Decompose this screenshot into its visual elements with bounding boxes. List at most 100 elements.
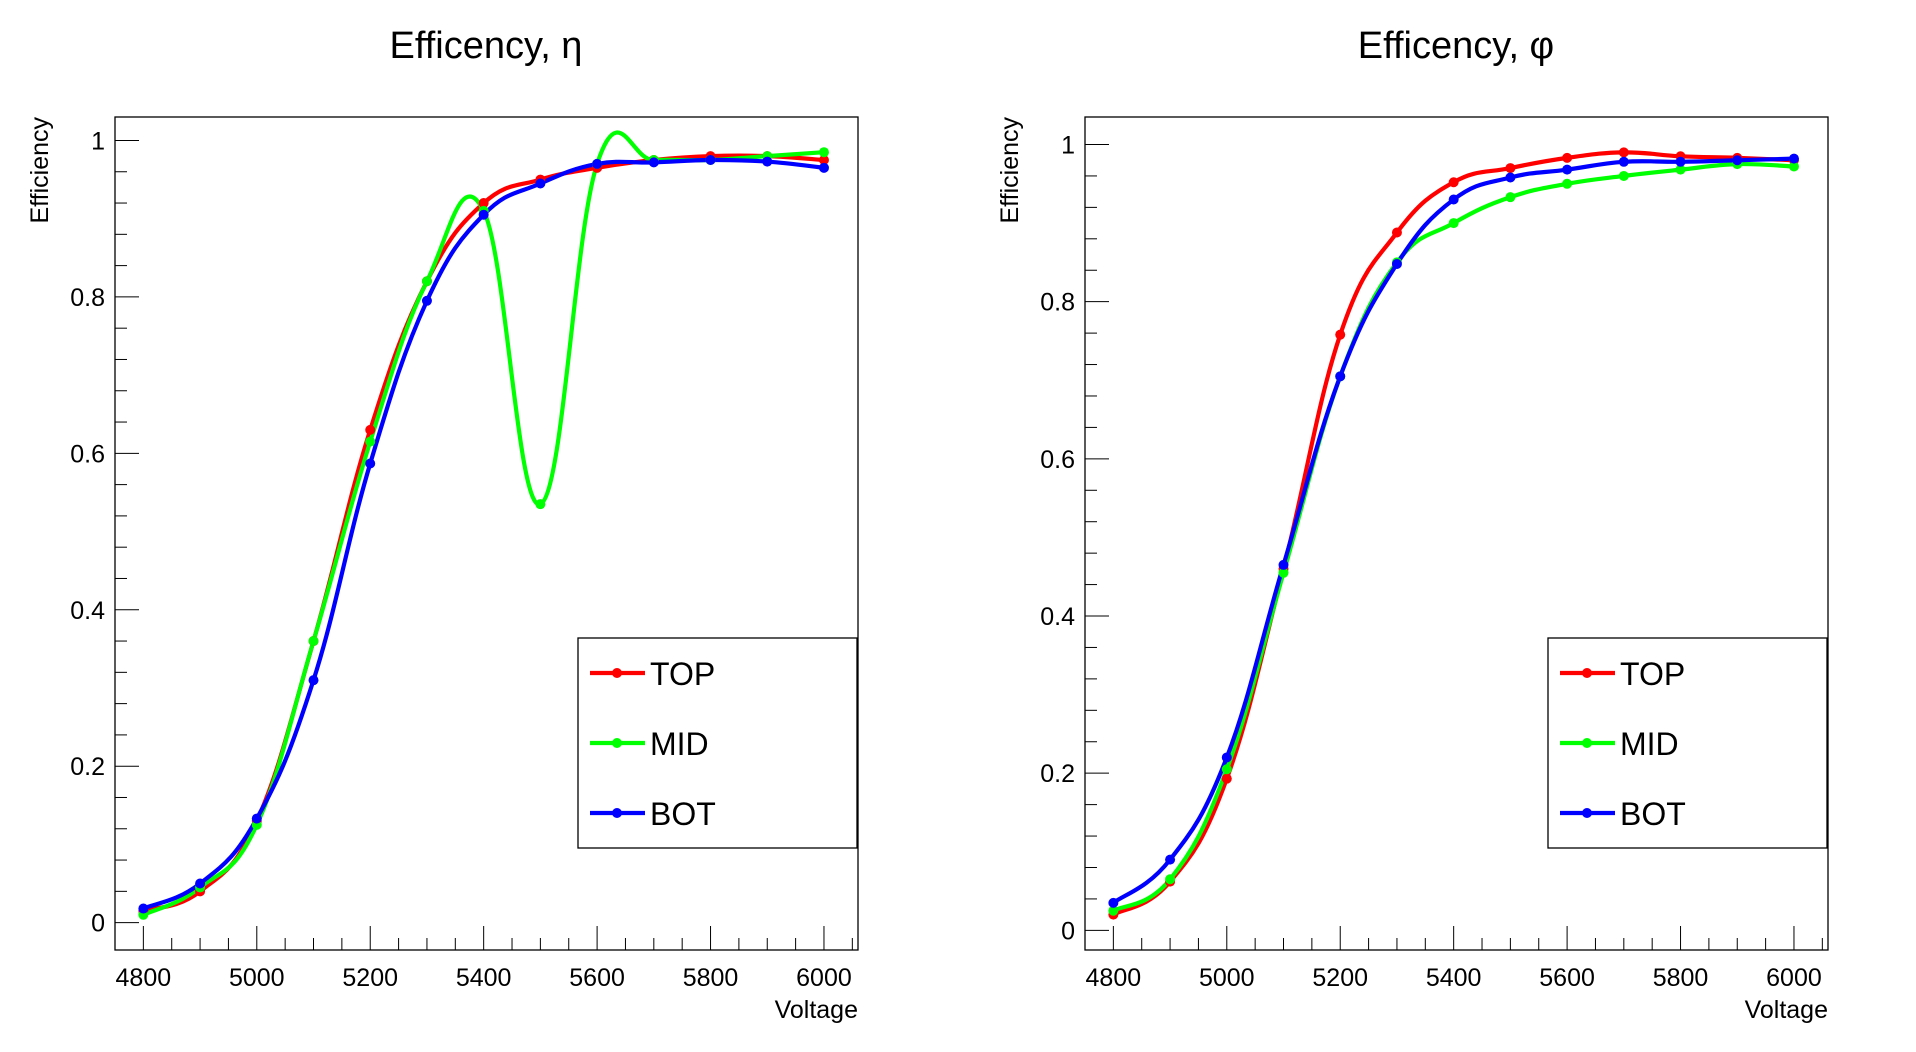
data-point-bot: [762, 156, 773, 167]
data-point-mid: [1505, 192, 1516, 203]
legend-label-mid: MID: [650, 726, 709, 762]
legend-label-bot: BOT: [1620, 796, 1686, 832]
y-axis-title: Efficiency: [26, 117, 54, 224]
y-tick-label: 1: [1061, 132, 1075, 160]
data-point-bot: [1732, 155, 1743, 166]
data-point-top: [365, 424, 376, 435]
legend-marker-bot: [1582, 808, 1592, 818]
data-point-top: [1562, 152, 1573, 163]
chart-phi: Efficency, φ 4800 5000 5200 5400 5600 5800 6000…: [996, 25, 1829, 1024]
y-tick-label: 0.2: [1040, 760, 1075, 788]
data-point-bot: [308, 675, 319, 686]
y-tick-label: 0.4: [1040, 603, 1075, 631]
y-axis-title: Efficiency: [996, 117, 1024, 224]
chart-eta: Efficency, η 4800 5000 5200 5400 5600 5800 6000…: [26, 25, 859, 1024]
data-point-bot: [1788, 153, 1799, 164]
x-tick-label: 5000: [1199, 964, 1255, 992]
y-tick-label: 0.6: [1040, 446, 1075, 474]
data-point-bot: [1278, 559, 1289, 570]
x-tick-label: 4800: [1086, 964, 1142, 992]
data-point-bot: [1335, 371, 1346, 382]
x-tick-label: 5400: [1426, 964, 1482, 992]
data-point-bot: [138, 903, 149, 914]
data-point-mid: [1108, 905, 1119, 916]
plot-frame: [114, 116, 859, 951]
data-point-mid: [1788, 161, 1799, 172]
legend-marker-bot: [612, 808, 622, 818]
data-point-bot: [1165, 854, 1176, 865]
legend-label-bot: BOT: [650, 796, 716, 832]
plot-frame: [1084, 116, 1829, 951]
legend-label-mid: MID: [1620, 726, 1679, 762]
legend-marker-top: [612, 668, 622, 678]
data-point-top: [1618, 147, 1629, 158]
x-tick-label: 6000: [1766, 964, 1822, 992]
data-point-bot: [1391, 258, 1402, 269]
x-tick-label: 5000: [229, 964, 285, 992]
legend-marker-mid: [612, 738, 622, 748]
data-point-bot: [818, 162, 829, 173]
data-point-bot: [705, 155, 716, 166]
data-point-top: [1335, 329, 1346, 340]
data-point-bot: [592, 158, 603, 169]
legend-marker-mid: [1582, 738, 1592, 748]
data-point-mid: [1278, 567, 1289, 578]
y-tick-label: 0: [1061, 917, 1075, 945]
x-tick-label: 6000: [796, 964, 852, 992]
y-tick-label: 0.4: [70, 597, 105, 625]
data-point-mid: [535, 499, 546, 510]
data-point-bot: [1675, 156, 1686, 167]
x-tick-label: 5400: [456, 964, 512, 992]
data-point-mid: [1448, 218, 1459, 229]
data-point-bot: [195, 878, 206, 889]
x-axis-title: Voltage: [1745, 996, 1828, 1024]
legend-label-top: TOP: [650, 656, 715, 692]
chart-title: Efficency, φ: [1358, 25, 1554, 67]
chart-title: Efficency, η: [390, 25, 583, 67]
data-point-mid: [1562, 178, 1573, 189]
x-tick-label: 5200: [342, 964, 398, 992]
data-point-bot: [1562, 164, 1573, 175]
y-tick-label: 1: [91, 127, 105, 155]
data-point-bot: [648, 157, 659, 168]
x-tick-label: 5800: [1653, 964, 1709, 992]
y-tick-label: 0.8: [70, 284, 105, 312]
data-point-mid: [1221, 764, 1232, 775]
data-point-mid: [365, 436, 376, 447]
legend-label-top: TOP: [1620, 656, 1685, 692]
x-tick-label: 5600: [569, 964, 625, 992]
y-tick-label: 0.6: [70, 440, 105, 468]
data-point-mid: [421, 276, 432, 287]
data-point-top: [1391, 227, 1402, 238]
data-point-bot: [478, 209, 489, 220]
data-point-mid: [308, 636, 319, 647]
data-point-bot: [535, 178, 546, 189]
x-axis-title: Voltage: [775, 996, 858, 1024]
data-point-bot: [1505, 172, 1516, 183]
data-point-mid: [1618, 170, 1629, 181]
data-point-bot: [421, 295, 432, 306]
x-tick-label: 4800: [116, 964, 172, 992]
data-point-bot: [251, 813, 262, 824]
data-point-top: [478, 198, 489, 209]
y-tick-label: 0.8: [1040, 289, 1075, 317]
y-tick-label: 0.2: [70, 753, 105, 781]
y-tick-label: 0: [91, 910, 105, 938]
data-point-top: [818, 155, 829, 166]
data-point-bot: [1108, 897, 1119, 908]
data-point-bot: [365, 458, 376, 469]
data-point-top: [1505, 163, 1516, 174]
data-point-bot: [1448, 194, 1459, 205]
data-point-top: [1448, 177, 1459, 188]
data-point-top: [1221, 773, 1232, 784]
data-point-mid: [1675, 164, 1686, 175]
data-point-mid: [1165, 874, 1176, 885]
x-tick-label: 5600: [1539, 964, 1595, 992]
legend-marker-top: [1582, 668, 1592, 678]
data-point-bot: [1221, 752, 1232, 763]
x-tick-label: 5200: [1312, 964, 1368, 992]
x-tick-label: 5800: [683, 964, 739, 992]
data-point-bot: [1618, 156, 1629, 167]
data-point-mid: [818, 147, 829, 158]
